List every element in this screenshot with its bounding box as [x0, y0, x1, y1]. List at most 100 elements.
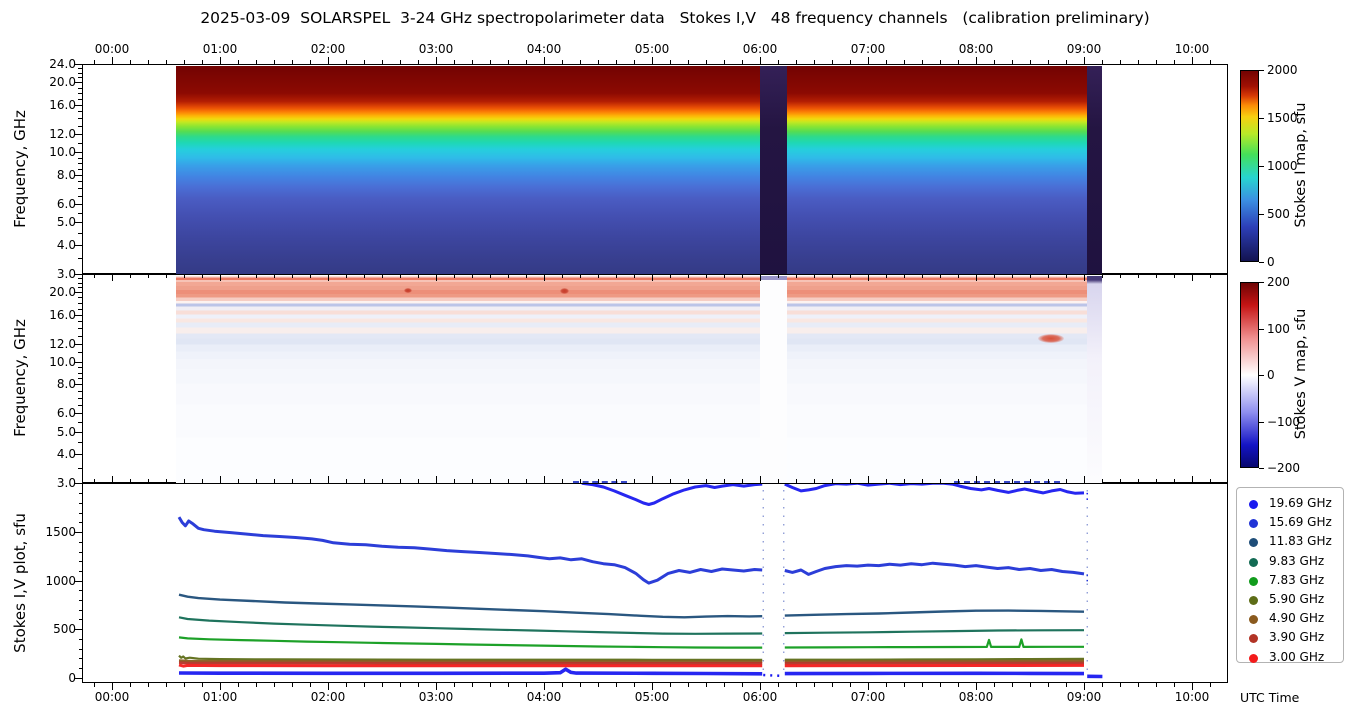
x-major-tick-bottom [544, 683, 545, 690]
x-major-tick-bottom [220, 683, 221, 690]
legend-swatch [1249, 615, 1258, 625]
freq-major-tick [75, 104, 82, 106]
x-tick-label-bottom: 07:00 [850, 690, 886, 704]
freq-tick-label: 20.0 [49, 285, 76, 300]
freq-major-tick [75, 204, 82, 205]
colorbar1-tick-label: 0 [1267, 255, 1275, 269]
stokes-v-heatmap [176, 276, 1087, 483]
x-minor-tick-bottom [1120, 683, 1121, 687]
legend-label: 11.83 GHz [1269, 534, 1332, 549]
x-minor-tick-bottom [634, 683, 635, 687]
x-tick-label-bottom: 01:00 [202, 690, 238, 704]
x-minor-tick-bottom [346, 683, 347, 687]
freq-major-tick [75, 384, 82, 386]
x-tick-label-bottom: 05:00 [634, 690, 670, 704]
plot-series-group [177, 484, 1103, 679]
x-major-tick-bottom [328, 683, 329, 690]
colorbar2-tick-label: 100 [1267, 321, 1290, 336]
x-major-tick-bottom [976, 683, 977, 690]
x-minor-tick-bottom [94, 683, 95, 687]
x-minor-tick-bottom [958, 683, 959, 687]
x-major-tick-top [868, 57, 869, 64]
freq-major-tick [75, 431, 82, 433]
freq-axis-label-middle: Frequency, GHz [11, 319, 29, 437]
sfu-major-tick [75, 532, 82, 534]
x-minor-tick-bottom [616, 683, 617, 687]
x-minor-tick-bottom [526, 683, 527, 687]
sfu-major-tick [75, 677, 82, 679]
x-minor-tick-bottom [1156, 683, 1157, 687]
freq-tick-label: 4.0 [56, 447, 76, 462]
x-minor-tick-bottom [274, 683, 275, 687]
legend-label: 3.00 GHz [1269, 649, 1325, 664]
legend-label: 7.83 GHz [1269, 572, 1325, 587]
x-major-tick-bottom [436, 683, 437, 690]
stokes-i-data-gap [760, 66, 787, 274]
x-minor-tick-bottom [382, 683, 383, 687]
sfu-tick-label: 0 [68, 670, 76, 685]
freq-tick-label: 16.0 [49, 97, 76, 112]
stokes-v-colorbar [1240, 282, 1259, 468]
x-tick-label-bottom: 03:00 [418, 690, 454, 704]
colorbar1-tick [1259, 262, 1264, 263]
freq-tick-label: 6.0 [56, 197, 76, 211]
x-minor-tick-bottom [886, 683, 887, 687]
freq-tick-label: 4.0 [56, 237, 76, 252]
freq-tick-label: 20.0 [49, 75, 76, 90]
x-minor-tick-bottom [1138, 683, 1139, 687]
stokes-i-end-stripe [1087, 66, 1102, 274]
series-7-83-ghz [178, 636, 763, 649]
x-tick-label-top: 05:00 [634, 42, 670, 56]
x-minor-tick-bottom [130, 683, 131, 687]
colorbar1-tick [1259, 118, 1264, 119]
x-minor-tick-bottom [814, 683, 815, 687]
series-9-83-ghz [784, 629, 1085, 635]
x-minor-tick-bottom [1174, 683, 1175, 687]
freq-major-tick [75, 222, 82, 224]
stokes-v-map-panel [82, 274, 1228, 483]
x-major-tick-top [1084, 57, 1085, 64]
x-minor-tick-bottom [940, 683, 941, 687]
legend-swatch [1249, 576, 1258, 586]
stokes-i-heatmap [176, 66, 1087, 274]
legend-item: 9.83 GHz [1237, 553, 1343, 572]
colorbar2-tick [1259, 421, 1264, 423]
x-minor-tick-bottom [688, 683, 689, 687]
legend-item: 5.90 GHz [1237, 591, 1343, 610]
freq-major-tick [75, 82, 82, 84]
legend-swatch [1249, 519, 1258, 529]
x-minor-tick-bottom [796, 683, 797, 687]
legend-label: 3.90 GHz [1269, 630, 1325, 645]
x-minor-tick-bottom [400, 683, 401, 687]
x-tick-label-top: 07:00 [850, 42, 886, 56]
legend-swatch [1249, 557, 1258, 567]
x-major-tick-top [220, 57, 221, 64]
sfu-major-tick [75, 580, 82, 582]
x-minor-tick-bottom [1102, 683, 1103, 687]
x-tick-label-top: 04:00 [526, 42, 562, 56]
x-tick-label-top: 09:00 [1066, 42, 1102, 56]
series-11-83-ghz [178, 593, 763, 619]
freq-tick-label: 16.0 [49, 307, 76, 322]
x-minor-tick-bottom [832, 683, 833, 687]
x-tick-label-bottom: 02:00 [310, 690, 346, 704]
x-major-tick-top [1192, 57, 1193, 64]
colorbar1-tick-label: 500 [1267, 207, 1290, 221]
freq-tick-label: 8.0 [56, 167, 76, 182]
x-tick-label-top: 01:00 [202, 42, 238, 56]
x-major-tick-bottom [868, 683, 869, 690]
colorbar2-tick [1259, 282, 1264, 283]
legend-item: 19.69 GHz [1237, 495, 1343, 514]
x-minor-tick-bottom [292, 683, 293, 687]
x-minor-tick-bottom [166, 683, 167, 687]
colorbar2-tick-label: 200 [1267, 275, 1290, 289]
freq-tick-label: 10.0 [49, 145, 76, 160]
x-minor-tick-bottom [1210, 683, 1211, 687]
freq-major-tick [75, 413, 82, 415]
x-minor-tick-bottom [922, 683, 923, 687]
x-tick-label-bottom: 04:00 [526, 690, 562, 704]
colorbar1-tick [1259, 70, 1264, 71]
stokes-plot-axis-label: Stokes I,V plot, sfu [11, 513, 29, 653]
stokes-v-data-gap [760, 276, 787, 483]
freq-major-tick [75, 64, 82, 65]
